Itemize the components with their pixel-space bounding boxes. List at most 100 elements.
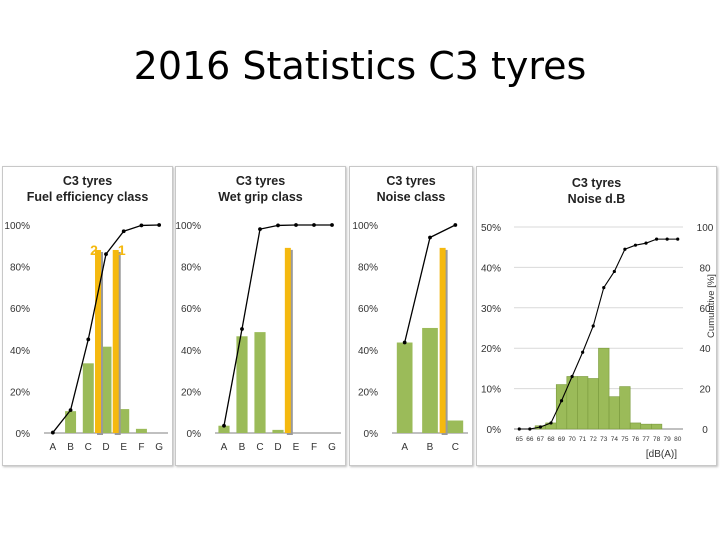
y-tick-label: 40% xyxy=(358,346,378,357)
cumulative-point xyxy=(294,223,298,227)
y-tick-label-left: 20% xyxy=(481,344,501,355)
bar xyxy=(640,423,652,430)
y-tick-label-right: 0 xyxy=(702,425,708,436)
highlight-bar xyxy=(284,247,291,433)
highlight-bar xyxy=(95,249,102,433)
x-tick-label: D xyxy=(274,442,281,453)
x-tick-label: E xyxy=(293,442,300,453)
x-tick-label: E xyxy=(120,442,127,453)
y-tick-label-left: 50% xyxy=(481,223,501,234)
cumulative-point xyxy=(623,247,627,251)
x-tick-label: 79 xyxy=(664,436,672,443)
x-tick-label: D xyxy=(102,442,109,453)
highlight-bar xyxy=(112,249,119,433)
chart-title-line2: Noise class xyxy=(376,190,446,204)
x-tick-label: F xyxy=(138,442,144,453)
chart-title-line1: C3 tyres xyxy=(62,174,113,188)
y-tick-label-left: 40% xyxy=(481,263,501,274)
bar xyxy=(629,422,642,430)
x-tick-label: 76 xyxy=(632,436,640,443)
bar xyxy=(422,327,438,433)
chart-title-line2: Fuel efficiency class xyxy=(26,190,149,204)
y-tick-label-right: 80 xyxy=(699,263,711,274)
x-tick-label: B xyxy=(239,442,246,453)
cumulative-point xyxy=(121,229,126,234)
x-tick-label: F xyxy=(311,442,317,453)
x-tick-label: A xyxy=(401,442,408,453)
y-tick-label-right: 20 xyxy=(699,385,711,396)
y-tick-label-right: 40 xyxy=(699,344,711,355)
cumulative-point xyxy=(517,427,521,431)
x-tick-label: 69 xyxy=(558,436,566,443)
cumulative-line xyxy=(404,224,456,343)
y-tick-label: 100% xyxy=(176,221,201,232)
y-tick-label: 100% xyxy=(352,221,378,232)
cumulative-point xyxy=(538,425,543,429)
x-tick-label: A xyxy=(50,442,57,453)
x-tick-label: A xyxy=(221,442,228,453)
chart-panel-wet-grip: C3 tyres Wet grip class 0% 20% 40% 60% 80% 10… xyxy=(175,166,346,466)
bar xyxy=(598,347,610,430)
cumulative-point xyxy=(559,399,564,403)
x-tick-label: 75 xyxy=(621,436,629,443)
y-tick-label: 100% xyxy=(4,221,30,232)
chart-title-line2: Wet grip class xyxy=(218,190,303,204)
bar xyxy=(100,346,112,433)
bar xyxy=(135,428,147,433)
cumulative-line xyxy=(519,238,678,430)
cumulative-point xyxy=(644,241,648,245)
y-tick-label: 60% xyxy=(358,304,378,315)
bar xyxy=(587,378,599,430)
chart-title: C3 tyres Wet grip class xyxy=(176,173,345,205)
y-tick-label-left: 30% xyxy=(481,304,501,315)
cumulative-point xyxy=(50,430,55,435)
x-tick-label: 77 xyxy=(642,436,650,443)
cumulative-point xyxy=(570,374,574,379)
y-tick-label: 20% xyxy=(358,387,378,398)
x-tick-label: C xyxy=(256,442,263,453)
bar xyxy=(619,386,631,430)
highlight-bar xyxy=(439,247,446,433)
x-tick-label: 65 xyxy=(516,436,524,443)
bar xyxy=(396,342,413,433)
cumulative-point xyxy=(428,235,432,240)
x-tick-label: B xyxy=(67,442,74,453)
x-tick-label: 70 xyxy=(568,436,576,443)
chart-title-line1: C3 tyres xyxy=(235,174,286,188)
bar xyxy=(218,425,230,433)
x-tick-label: 66 xyxy=(526,436,534,443)
y-tick-label: 0% xyxy=(364,429,379,440)
y-axis-label-right: Cumulative [%] xyxy=(706,274,716,338)
cumulative-point xyxy=(276,223,280,228)
y-tick-label-right: 100 xyxy=(697,223,714,234)
y-tick-label-left: 10% xyxy=(481,385,501,396)
cumulative-point xyxy=(86,337,91,342)
bar xyxy=(254,332,266,433)
bar xyxy=(65,411,77,433)
y-tick-label: 80% xyxy=(181,263,201,274)
cumulative-point xyxy=(312,223,316,227)
cumulative-point xyxy=(602,286,606,290)
highlight-label: 1 xyxy=(118,242,126,258)
cumulative-point xyxy=(581,350,585,354)
chart-wet-grip: 0% 20% 40% 60% 80% 100% A B C D E F G xyxy=(176,221,341,453)
cumulative-point xyxy=(222,423,226,428)
bar xyxy=(608,396,620,430)
cumulative-point xyxy=(453,223,458,227)
cumulative-point xyxy=(665,237,669,241)
highlight-label: 2 xyxy=(90,242,98,258)
y-tick-label-right: 60 xyxy=(699,304,711,315)
x-tick-label: G xyxy=(328,442,336,453)
chart-title: C3 tyres Noise class xyxy=(350,173,472,205)
bar xyxy=(577,376,589,430)
chart-title-line1: C3 tyres xyxy=(571,176,622,190)
chart-panel-noise-class: C3 tyres Noise class 0% 20% 40% 60% 80% 100% A… xyxy=(349,166,473,466)
cumulative-point xyxy=(528,427,532,431)
chart-fuel-efficiency: 0% 20% 40% 60% 80% 100% 2 1 A B C D E F G xyxy=(4,221,168,453)
cumulative-point xyxy=(549,421,553,425)
x-tick-label: B xyxy=(427,442,434,453)
x-tick-label: 74 xyxy=(611,436,619,443)
x-tick-label: C xyxy=(85,442,92,453)
chart-title: C3 tyres Noise d.B xyxy=(477,175,716,207)
